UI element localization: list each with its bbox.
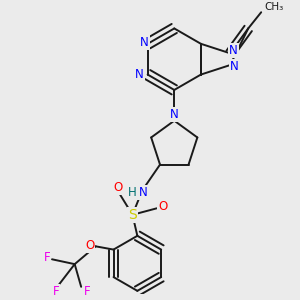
Text: N: N [139,186,148,199]
Text: S: S [128,208,137,222]
Text: F: F [44,251,50,264]
Text: H: H [128,186,137,199]
Text: N: N [170,108,179,121]
Text: N: N [135,68,144,81]
Text: O: O [158,200,167,213]
Text: N: N [140,36,149,49]
Text: N: N [230,60,239,73]
Text: O: O [85,239,94,252]
Text: F: F [52,284,59,298]
Text: CH₃: CH₃ [264,2,284,12]
Text: N: N [229,44,238,57]
Text: F: F [84,285,90,298]
Text: O: O [113,182,123,194]
